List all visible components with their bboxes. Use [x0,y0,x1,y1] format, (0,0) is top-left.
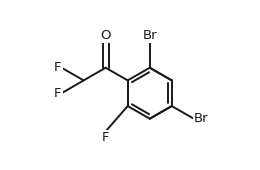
Text: Br: Br [194,112,209,125]
Text: O: O [100,29,111,42]
Text: Br: Br [142,29,157,42]
Text: F: F [54,87,62,100]
Text: F: F [54,61,62,74]
Text: F: F [102,131,109,144]
